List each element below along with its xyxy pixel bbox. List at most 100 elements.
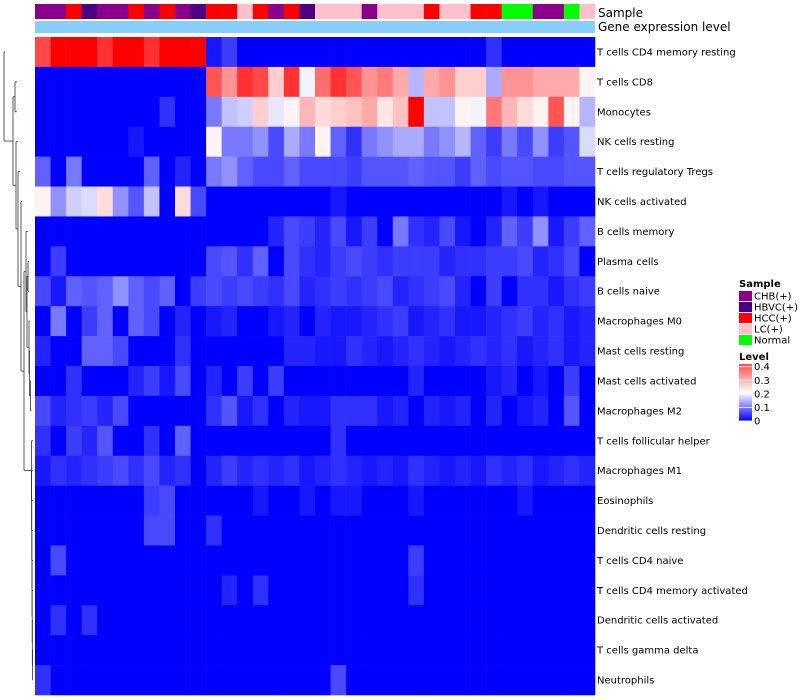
heatmap-cell — [439, 455, 456, 486]
heatmap-cell — [159, 485, 176, 516]
heatmap-cell — [221, 336, 238, 367]
heatmap-cell — [392, 395, 409, 427]
heatmap-cell — [330, 545, 347, 576]
heatmap-cell — [252, 425, 269, 457]
heatmap-cell — [143, 37, 160, 68]
heatmap-cell — [299, 515, 316, 546]
heatmap-cell — [346, 605, 362, 636]
heatmap-cell — [579, 37, 596, 68]
heatmap-cell — [486, 156, 502, 187]
heatmap-cell — [423, 126, 440, 157]
sample-annotation-cell — [252, 4, 269, 19]
heatmap-cell — [112, 246, 129, 277]
heatmap-cell — [35, 276, 51, 307]
heatmap-cell — [548, 545, 565, 576]
heatmap-cell — [455, 306, 471, 337]
level-legend-tick-label: 0 — [754, 417, 760, 428]
heatmap-cell — [128, 96, 145, 128]
heatmap-cell — [66, 156, 82, 187]
heatmap-cell — [175, 96, 191, 128]
heatmap-cell — [175, 126, 191, 157]
heatmap-cell — [190, 96, 207, 128]
heatmap-cell — [35, 96, 51, 128]
heatmap-cell — [299, 485, 316, 516]
heatmap-cell — [579, 66, 596, 98]
heatmap-cell — [143, 635, 160, 666]
heatmap-cell — [81, 366, 98, 397]
row-label: B cells naive — [597, 287, 660, 298]
heatmap-cell — [35, 156, 51, 187]
heatmap-cell — [455, 66, 471, 98]
heatmap-cell — [455, 575, 471, 606]
heatmap-cell — [470, 37, 487, 68]
heatmap-cell — [268, 545, 285, 576]
heatmap-cell — [97, 635, 114, 666]
heatmap-cell — [237, 66, 254, 98]
heatmap-cell — [501, 485, 518, 516]
heatmap-cell — [50, 156, 67, 187]
heatmap-cell — [315, 186, 331, 217]
sample-annotation-cell — [206, 4, 222, 19]
heatmap-cell — [175, 186, 191, 217]
heatmap-cell — [97, 575, 114, 606]
heatmap-cell — [81, 306, 98, 337]
heatmap-cell — [283, 425, 300, 457]
heatmap-cell — [346, 665, 362, 696]
heatmap-cell — [66, 336, 82, 367]
heatmap-cell — [190, 336, 207, 367]
heatmap-cell — [330, 485, 347, 516]
heatmap-cell — [455, 216, 471, 247]
heatmap-cell — [299, 66, 316, 98]
heatmap-cell — [283, 455, 300, 486]
heatmap-cell — [299, 635, 316, 666]
heatmap-cell — [486, 37, 502, 68]
heatmap-cell — [299, 156, 316, 187]
heatmap-cell — [532, 485, 549, 516]
heatmap-cell — [346, 156, 362, 187]
heatmap-cell — [112, 425, 129, 457]
heatmap-cell — [159, 126, 176, 157]
heatmap-cell — [97, 276, 114, 307]
heatmap-cell — [517, 425, 534, 457]
heatmap-cell — [548, 366, 565, 397]
heatmap-cell — [143, 96, 160, 128]
heatmap-cell — [112, 485, 129, 516]
heatmap-cell — [66, 515, 82, 546]
heatmap-cell — [66, 96, 82, 128]
heatmap-cell — [517, 665, 534, 696]
heatmap-cell — [159, 336, 176, 367]
level-legend-tick-label: 0.3 — [754, 376, 770, 387]
heatmap-cell — [439, 306, 456, 337]
heatmap-cell — [579, 246, 596, 277]
heatmap-cell — [128, 575, 145, 606]
heatmap-cell — [470, 126, 487, 157]
heatmap-cell — [408, 306, 425, 337]
heatmap-cell — [159, 605, 176, 636]
heatmap-cell — [501, 545, 518, 576]
level-legend-tick-label: 0.2 — [754, 389, 770, 400]
heatmap-cell — [423, 635, 440, 666]
heatmap-cell — [66, 216, 82, 247]
heatmap-cell — [221, 246, 238, 277]
heatmap-cell — [268, 216, 285, 247]
heatmap-cell — [579, 605, 596, 636]
row-label: T cells CD8 — [596, 77, 653, 88]
heatmap-cell — [237, 186, 254, 217]
heatmap-cell — [97, 126, 114, 157]
heatmap-cell — [470, 366, 487, 397]
heatmap-cell — [66, 306, 82, 337]
heatmap-cell — [50, 96, 67, 128]
heatmap-cell — [175, 216, 191, 247]
heatmap-cell — [35, 605, 51, 636]
sample-legend-label: CHB(+) — [754, 292, 792, 303]
heatmap-cell — [175, 395, 191, 427]
heatmap-cell — [377, 336, 394, 367]
heatmap-cell — [66, 395, 82, 427]
heatmap-cell — [361, 96, 378, 128]
heatmap-cell — [143, 515, 160, 546]
heatmap-cell — [377, 276, 394, 307]
heatmap-cell — [221, 276, 238, 307]
heatmap-cell — [128, 635, 145, 666]
heatmap-cell — [143, 246, 160, 277]
heatmap-cell — [486, 306, 502, 337]
